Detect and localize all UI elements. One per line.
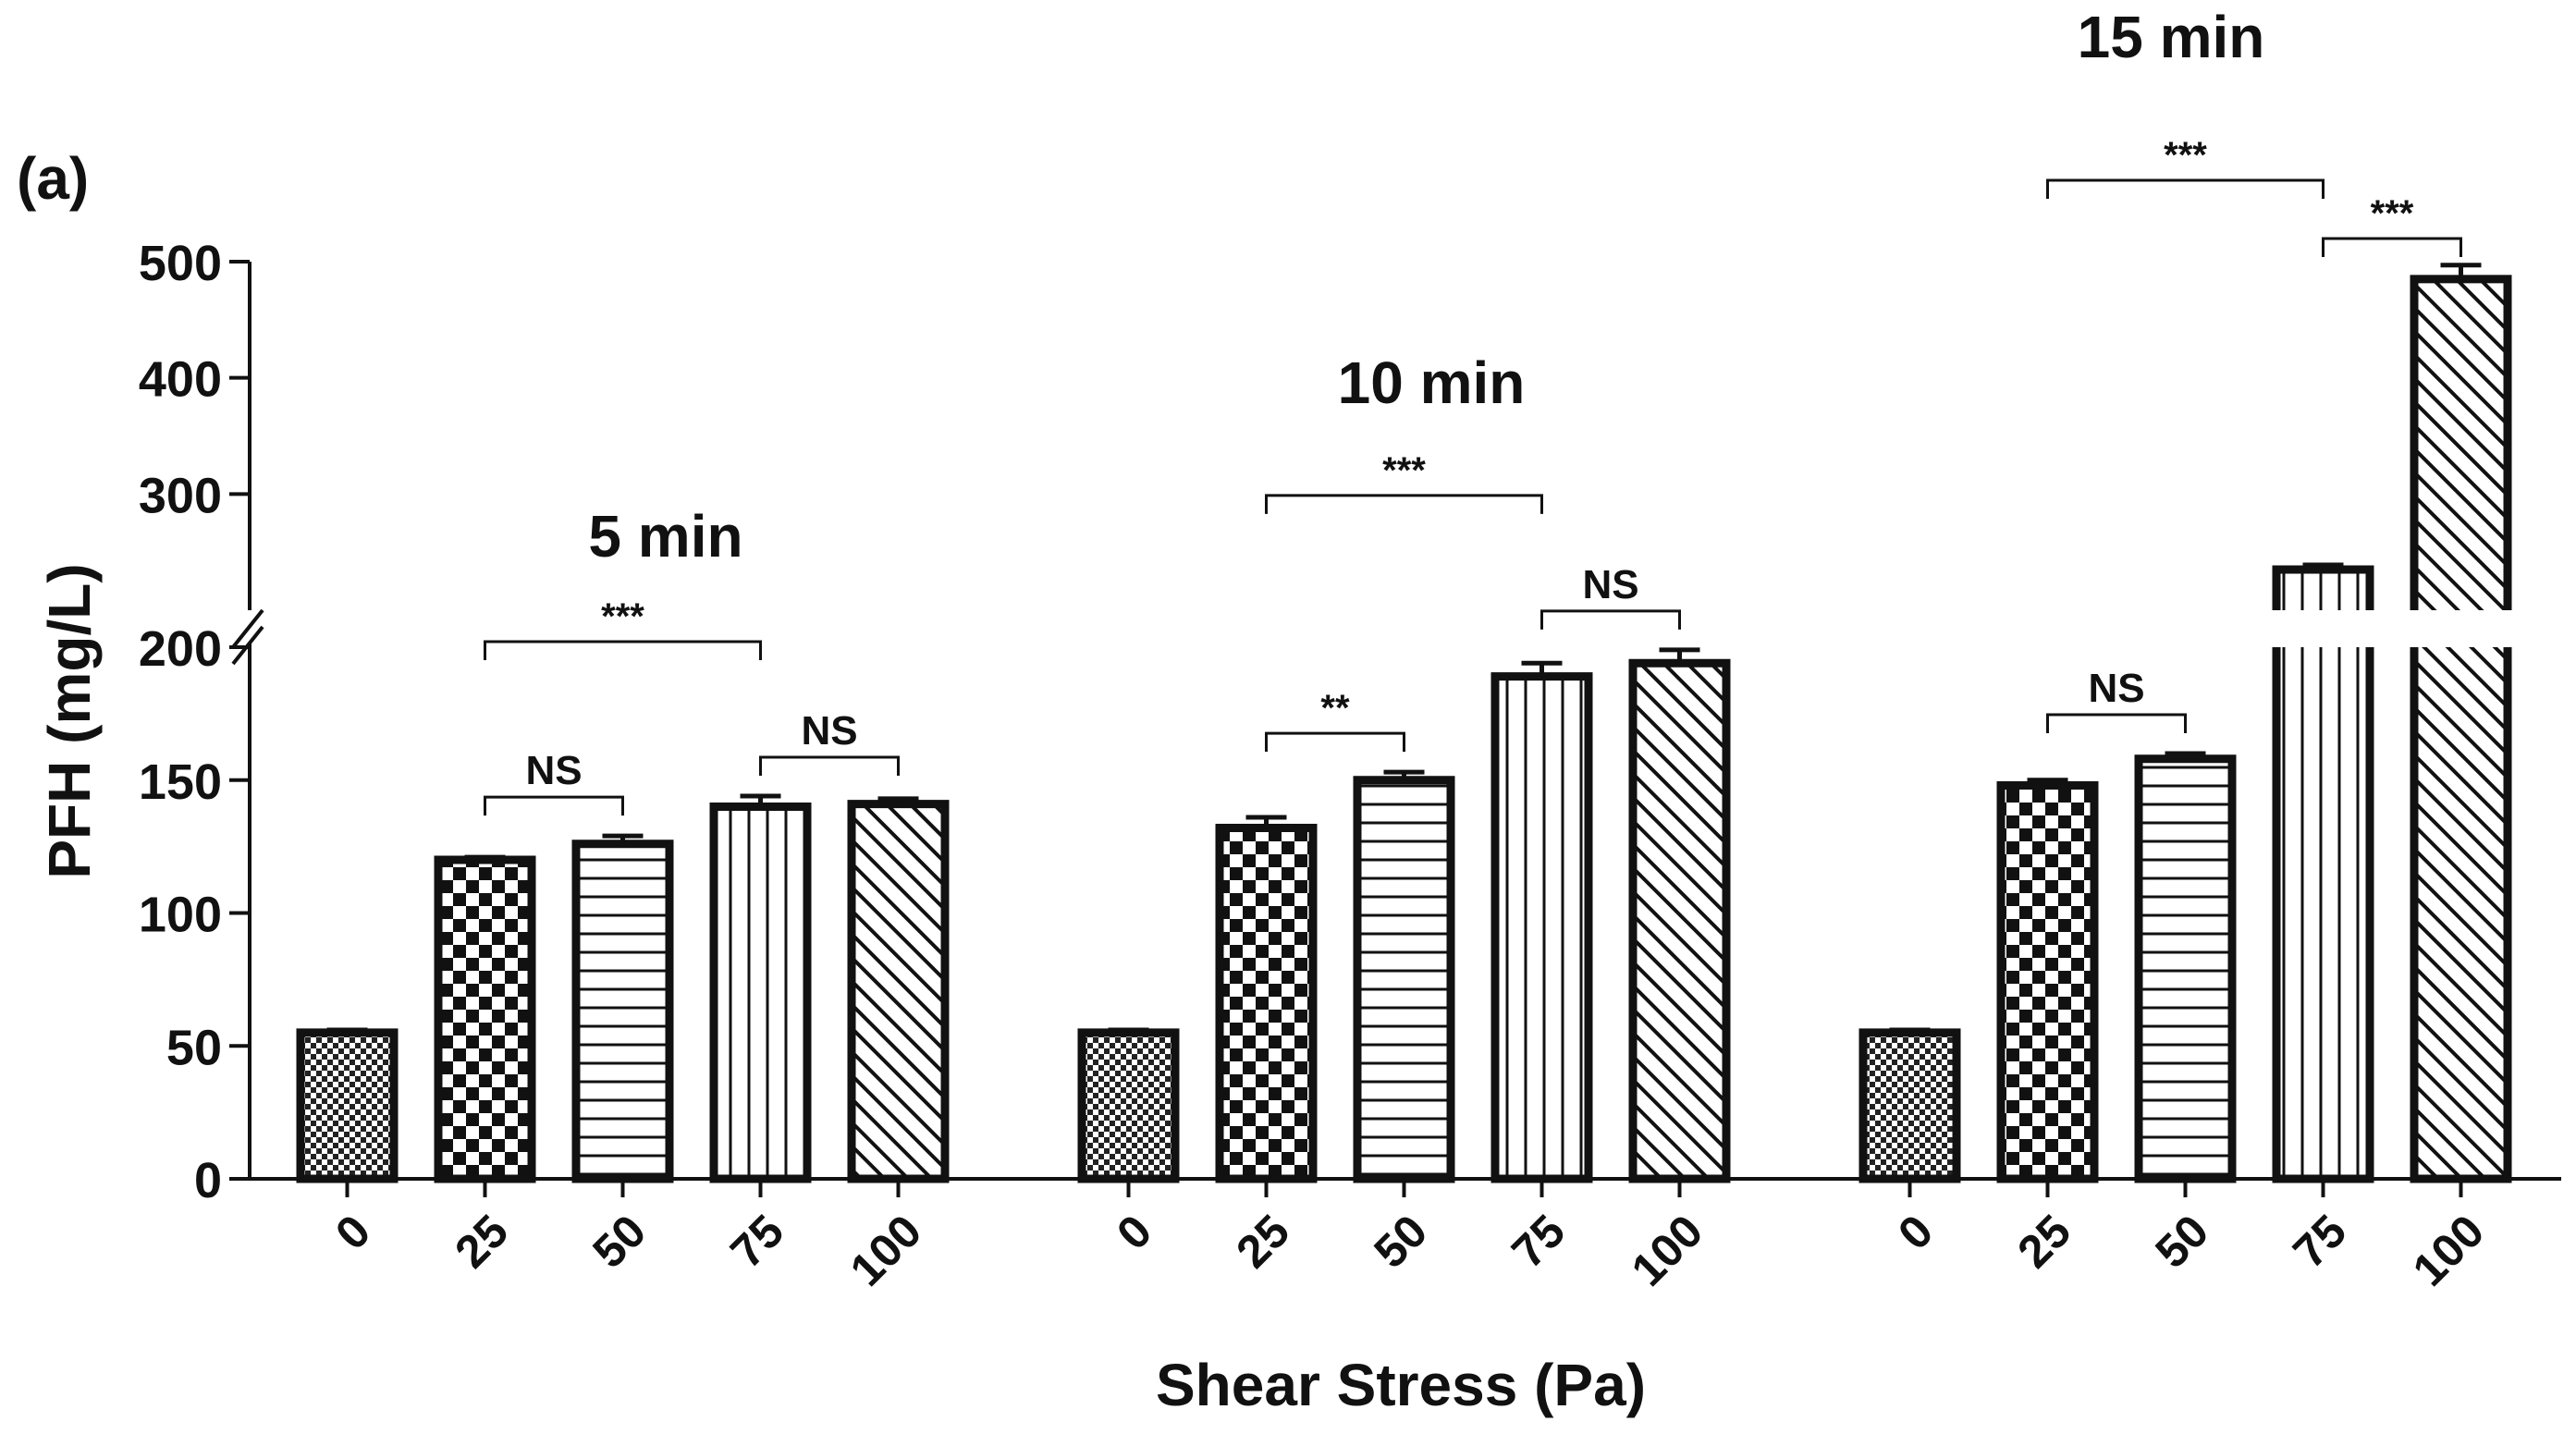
x-tick-label: 50 [2145, 1205, 2218, 1278]
bar-fill [2414, 278, 2508, 1180]
x-tick-label: 25 [445, 1205, 518, 1278]
significance-bracket [1540, 609, 1681, 630]
y-tick-label: 500 [139, 236, 222, 291]
y-tick-label: 0 [194, 1153, 222, 1208]
significance-label: NS [2088, 666, 2144, 711]
significance-bracket [2046, 178, 2325, 199]
x-tick-label: 75 [720, 1205, 793, 1278]
significance-bracket [1265, 494, 1543, 514]
y-tick-label: 150 [139, 754, 222, 810]
bar-fill [576, 843, 669, 1179]
y-axis-title: PFH (mg/L) [36, 563, 103, 878]
significance-label: NS [525, 748, 582, 793]
y-tick-label: 100 [139, 888, 222, 943]
significance-bracket [1265, 731, 1405, 753]
panel-label: (a) [17, 145, 89, 212]
group-titles: 5 min 10 min 15 min [588, 4, 2264, 570]
x-axis-title: Shear Stress (Pa) [1156, 1352, 1646, 1418]
x-tick-label: 75 [2283, 1205, 2356, 1278]
y-tick-label: 50 [166, 1020, 222, 1075]
x-tick-label: 100 [840, 1205, 932, 1296]
x-tick-label: 25 [1226, 1205, 1299, 1278]
bar-fill [1495, 676, 1589, 1179]
x-tick-label: 100 [2403, 1205, 2495, 1296]
group-title: 15 min [2078, 4, 2265, 70]
y-axis: 0 50 100 150 200 300 400 500 [139, 236, 251, 1208]
group-title: 10 min [1338, 349, 1526, 416]
y-tick-label: 400 [139, 352, 222, 408]
bar-break-gap [2407, 610, 2515, 647]
significance-label: *** [601, 596, 644, 637]
bar-fill [438, 860, 532, 1179]
significance-bracket [484, 795, 624, 816]
bar-fill [301, 1032, 394, 1179]
bar-fill [2139, 758, 2232, 1179]
x-tick-label: 0 [1888, 1205, 1943, 1259]
significance-label: NS [801, 708, 857, 754]
significance-bracket [484, 640, 762, 660]
bar-break-gap [2269, 610, 2377, 647]
significance-label: ** [1320, 688, 1350, 729]
significance-label: *** [2164, 135, 2207, 176]
x-tick-label: 0 [1107, 1205, 1161, 1259]
x-tick-label: 0 [325, 1205, 380, 1259]
x-tick-label: 50 [1364, 1205, 1437, 1278]
x-axis: 0 25 50 75 100 0 25 50 75 100 0 25 50 75 100 [250, 1177, 2561, 1296]
bar-fill [1357, 779, 1451, 1179]
y-break-mark [231, 625, 264, 666]
y-break-mark [231, 608, 264, 649]
y-tick-label: 200 [139, 621, 222, 677]
x-tick-label: 75 [1502, 1205, 1575, 1278]
x-tick-label: 50 [583, 1205, 656, 1278]
group-title: 5 min [588, 503, 742, 570]
significance-bracket [2046, 713, 2187, 733]
bar-fill [1082, 1032, 1175, 1179]
bar-fill [1633, 663, 1726, 1179]
x-tick-label: 100 [1622, 1205, 1713, 1296]
bar-fill [1863, 1032, 1957, 1179]
significance-label: *** [1382, 450, 1426, 491]
axis-break-marks [231, 608, 2515, 666]
significance-label: *** [2371, 193, 2414, 234]
x-tick-label: 25 [2007, 1205, 2080, 1278]
bar-fill [2001, 785, 2094, 1179]
bar-fill [2276, 570, 2370, 1179]
bar-fill [1220, 827, 1313, 1179]
bar-fill [852, 803, 945, 1179]
significance-label: NS [1582, 562, 1638, 607]
significance-bracket [759, 755, 900, 776]
y-tick-label: 300 [139, 468, 222, 523]
error-bars [326, 263, 2482, 1033]
significance-bracket [2322, 237, 2462, 257]
bar-fill [714, 806, 807, 1179]
